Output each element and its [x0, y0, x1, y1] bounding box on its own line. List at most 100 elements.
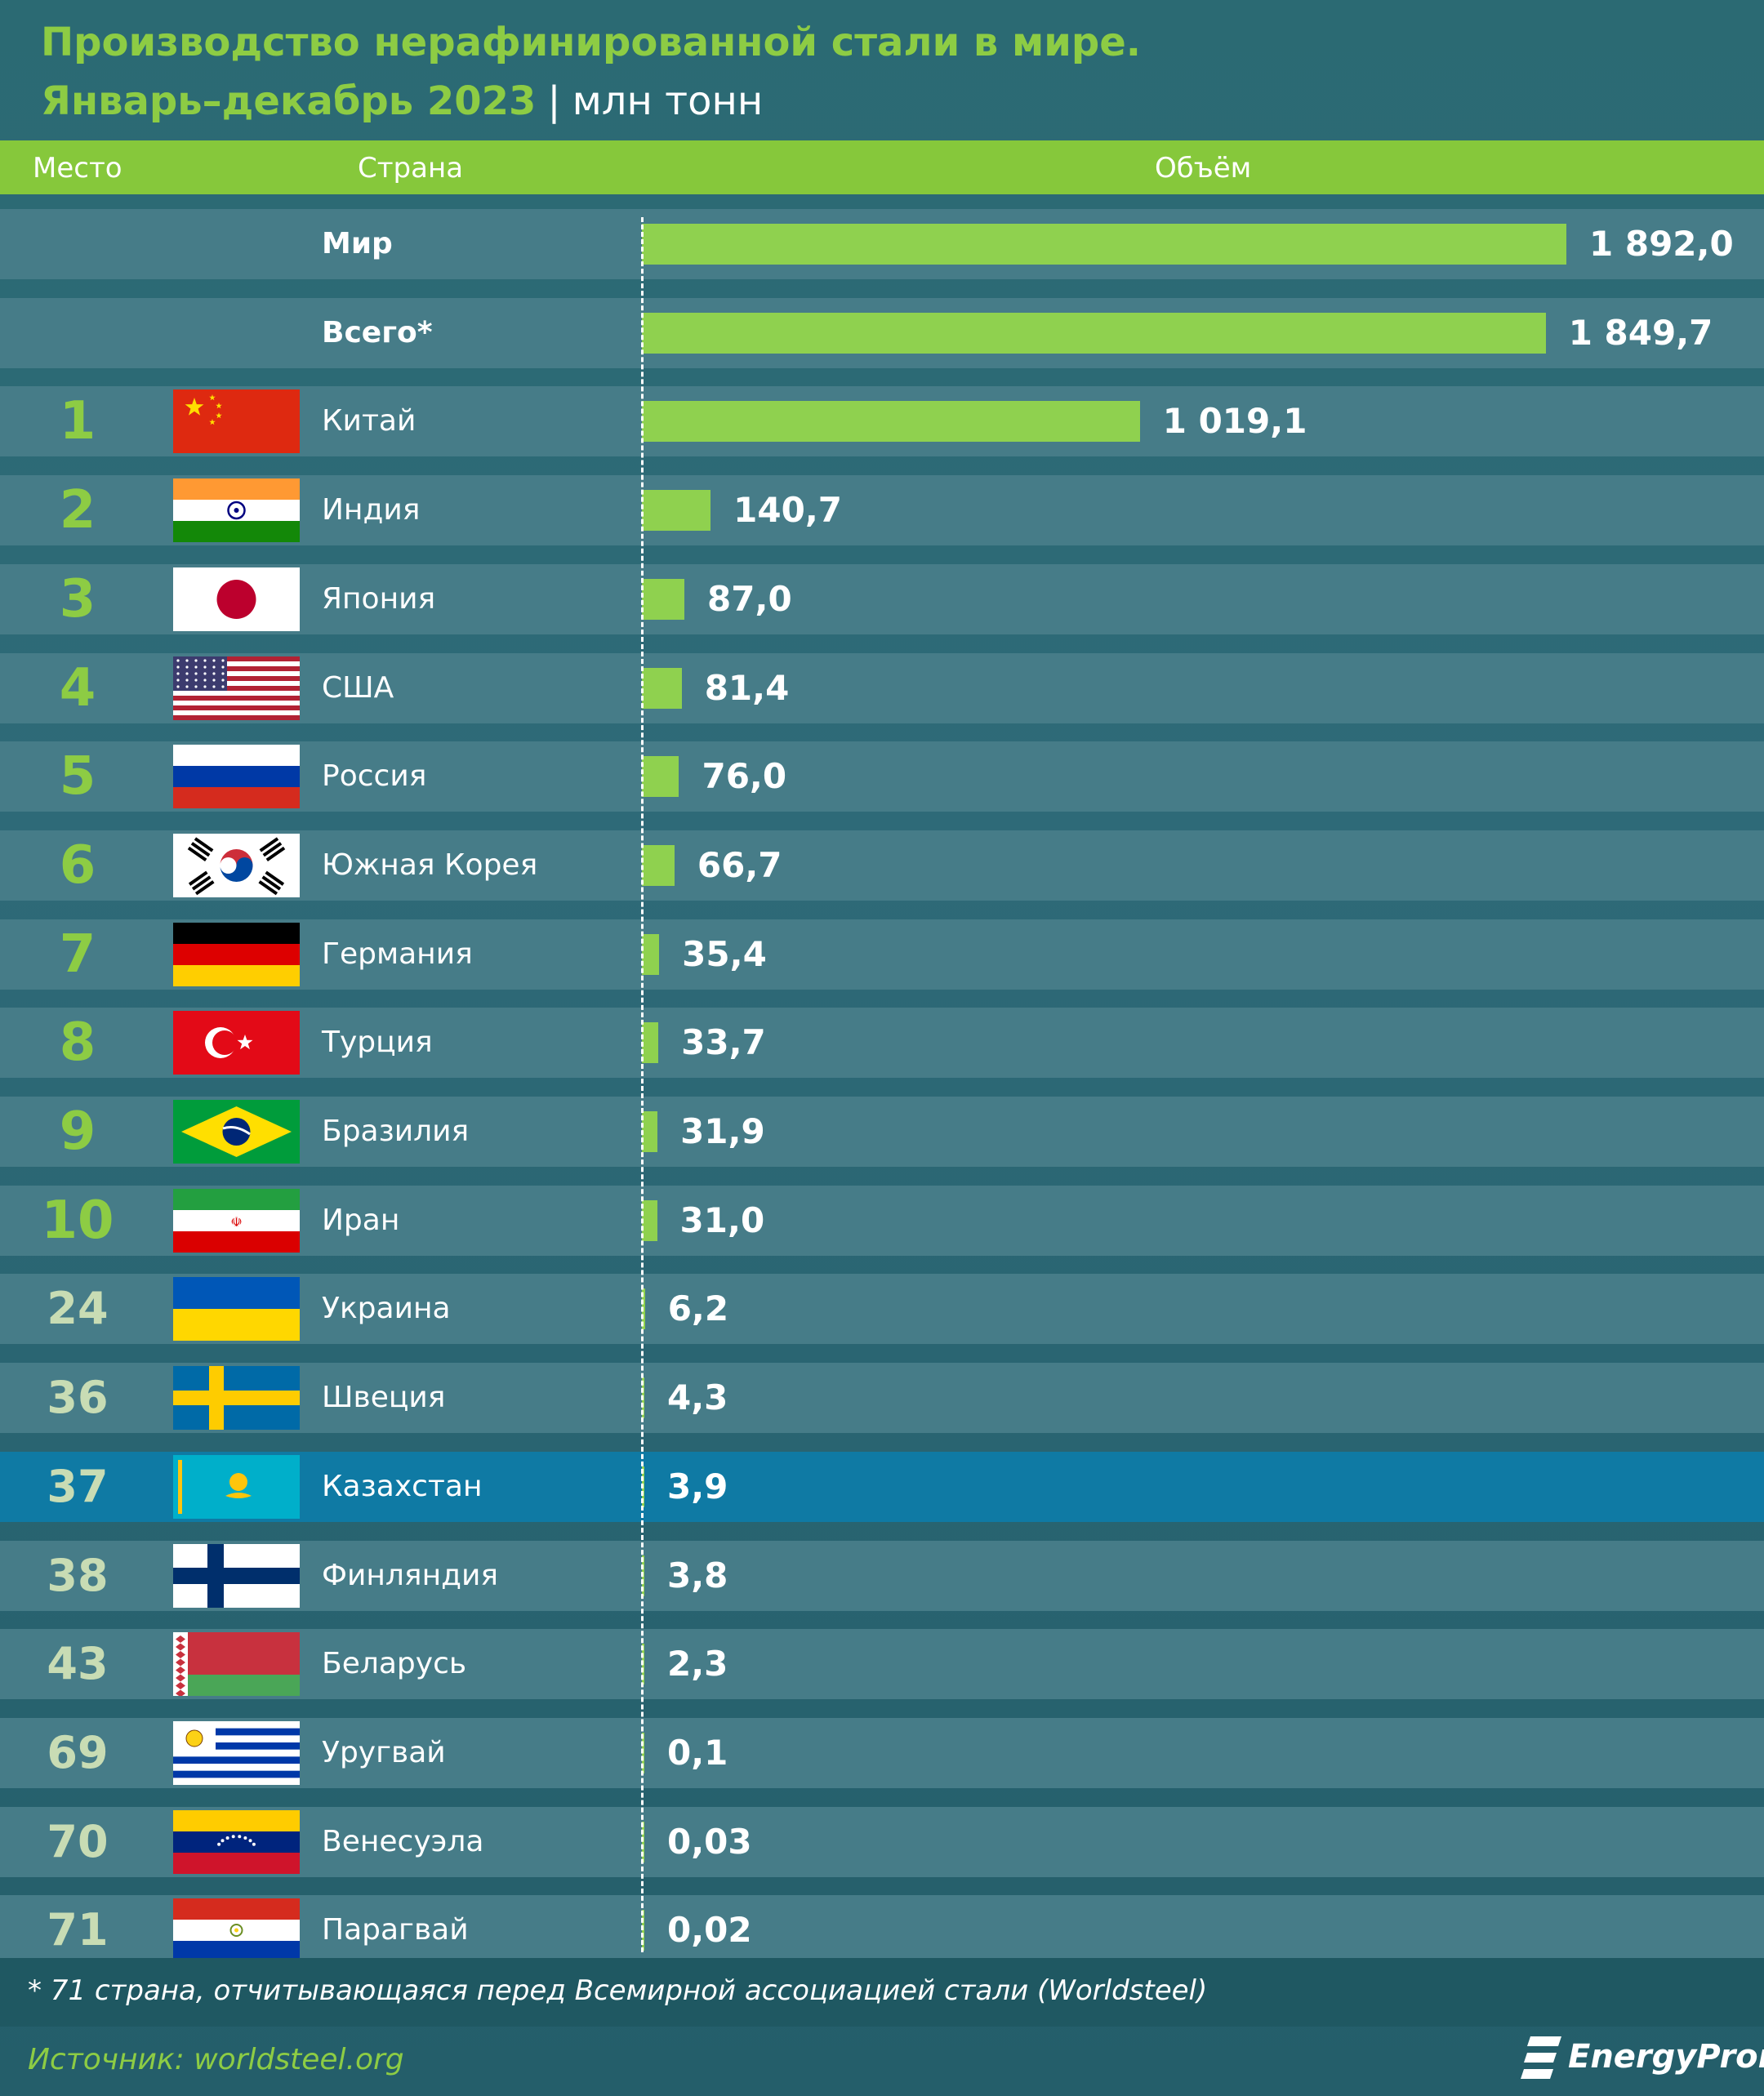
bar-row: Мир 1 892,0 — [0, 209, 1764, 279]
value-label: 1 849,7 — [1568, 312, 1713, 353]
bar — [642, 401, 1140, 443]
bar-row: Всего* 1 849,7 — [0, 297, 1764, 368]
country-label: Турция — [322, 1026, 433, 1060]
bar-row: 8 Турция 33,7 — [0, 1008, 1764, 1079]
svg-text:☫: ☫ — [230, 1214, 242, 1230]
rank-label — [0, 298, 155, 368]
china-flag-icon — [173, 389, 300, 454]
rank-label: 70 — [47, 1815, 109, 1867]
japan-flag-icon — [173, 567, 300, 631]
value-label: 1 019,1 — [1162, 401, 1307, 442]
india-flag-icon — [173, 478, 300, 543]
country-label: Мир — [322, 227, 393, 260]
title-separator: | — [547, 78, 561, 124]
germany-flag-icon — [173, 922, 300, 986]
country-label: Казахстан — [322, 1469, 483, 1503]
rank-label: 9 — [59, 1101, 96, 1162]
country-label: Бразилия — [322, 1115, 470, 1148]
bar-row: 69 Уругвай 0,1 — [0, 1717, 1764, 1788]
bar-row: 43 Беларусь 2,3 — [0, 1629, 1764, 1700]
value-label: 2,3 — [667, 1644, 728, 1684]
ukraine-flag-icon — [173, 1277, 300, 1342]
value-label: 33,7 — [681, 1022, 766, 1063]
rank-label: 8 — [59, 1012, 96, 1074]
rank-label: 43 — [47, 1638, 109, 1690]
logo-icon — [1521, 2036, 1561, 2079]
usa-flag-icon — [173, 656, 300, 720]
bar-row: 3 Япония 87,0 — [0, 563, 1764, 634]
value-label: 87,0 — [707, 578, 792, 619]
country-label: Всего* — [322, 315, 433, 349]
bar-row: 1 Китай 1 019,1 — [0, 386, 1764, 457]
value-label: 0,03 — [667, 1821, 752, 1862]
finland-flag-icon — [173, 1543, 300, 1608]
header-country: Страна — [358, 152, 464, 185]
energyprom-logo: EnergyProm — [1521, 2030, 1764, 2087]
bar — [642, 224, 1566, 265]
column-header-bar: Место Страна Объём — [0, 140, 1764, 194]
value-label: 3,8 — [667, 1555, 728, 1595]
value-label: 31,9 — [680, 1111, 765, 1151]
country-label: Южная Корея — [322, 848, 538, 882]
rank-label: 37 — [47, 1460, 109, 1512]
rank-label: 5 — [59, 746, 96, 808]
bar — [642, 844, 675, 886]
russia-flag-icon — [173, 745, 300, 809]
iran-flag-icon: ☫ — [173, 1188, 300, 1253]
rank-label: 71 — [47, 1904, 109, 1956]
bar — [642, 312, 1546, 354]
bar-row: 7 Германия 35,4 — [0, 919, 1764, 990]
bar-row: 70 Венесуэла 0,03 — [0, 1806, 1764, 1877]
rank-label: 6 — [59, 834, 96, 896]
value-label: 6,2 — [667, 1288, 729, 1329]
rank-label: 10 — [41, 1190, 114, 1251]
venezuela-flag-icon — [173, 1809, 300, 1874]
title-area: Производство нерафинированной стали в ми… — [0, 0, 1764, 140]
country-label: Уругвай — [322, 1735, 446, 1769]
source-text: Источник: worldsteel.org — [28, 2043, 404, 2076]
country-label: Швеция — [322, 1381, 446, 1415]
value-label: 0,02 — [667, 1910, 752, 1951]
bar-row: 71 Парагвай 0,02 — [0, 1895, 1764, 1966]
rank-label: 69 — [47, 1726, 109, 1778]
country-label: Украина — [322, 1292, 451, 1326]
value-label: 66,7 — [697, 844, 782, 885]
footnote: * 71 страна, отчитывающаяся перед Всемир… — [28, 1974, 1208, 2007]
value-label: 31,0 — [679, 1199, 765, 1240]
country-label: Иран — [322, 1203, 400, 1237]
value-label: 81,4 — [704, 667, 790, 708]
period-label: Январь–декабрь 2023 — [41, 78, 537, 124]
value-label: 76,0 — [702, 756, 787, 797]
country-label: Индия — [322, 493, 421, 527]
bar — [642, 1111, 658, 1152]
turkey-flag-icon — [173, 1011, 300, 1075]
bar-row: 36 Швеция 4,3 — [0, 1363, 1764, 1434]
bar-row: 4 США 81,4 — [0, 652, 1764, 723]
unit-label: млн тонн — [572, 78, 764, 124]
bar-row: 6 Южная Корея 66,7 — [0, 830, 1764, 901]
belarus-flag-icon — [173, 1632, 300, 1697]
value-label: 140,7 — [733, 490, 843, 531]
bar-row: 5 Россия 76,0 — [0, 741, 1764, 812]
country-label: Китай — [322, 404, 416, 438]
value-label: 1 892,0 — [1589, 224, 1734, 264]
bar — [642, 756, 679, 798]
chart-title: Производство нерафинированной стали в ми… — [41, 20, 1142, 65]
bar — [642, 578, 685, 620]
bar-row: 2 Индия 140,7 — [0, 475, 1764, 546]
value-label: 3,9 — [667, 1466, 728, 1506]
value-label: 35,4 — [682, 933, 767, 974]
country-label: Германия — [322, 937, 473, 971]
value-label: 0,1 — [667, 1732, 728, 1773]
bar — [642, 1199, 657, 1241]
rank-label: 1 — [59, 391, 96, 452]
logo-text: EnergyProm — [1568, 2038, 1764, 2076]
country-label: Парагвай — [322, 1913, 469, 1947]
header-rank: Место — [33, 152, 122, 185]
bar — [642, 490, 711, 532]
bar-row: 10 ☫ Иран 31,0 — [0, 1185, 1764, 1256]
paraguay-flag-icon — [173, 1898, 300, 1963]
rank-label: 7 — [59, 923, 96, 985]
bar — [642, 667, 682, 709]
